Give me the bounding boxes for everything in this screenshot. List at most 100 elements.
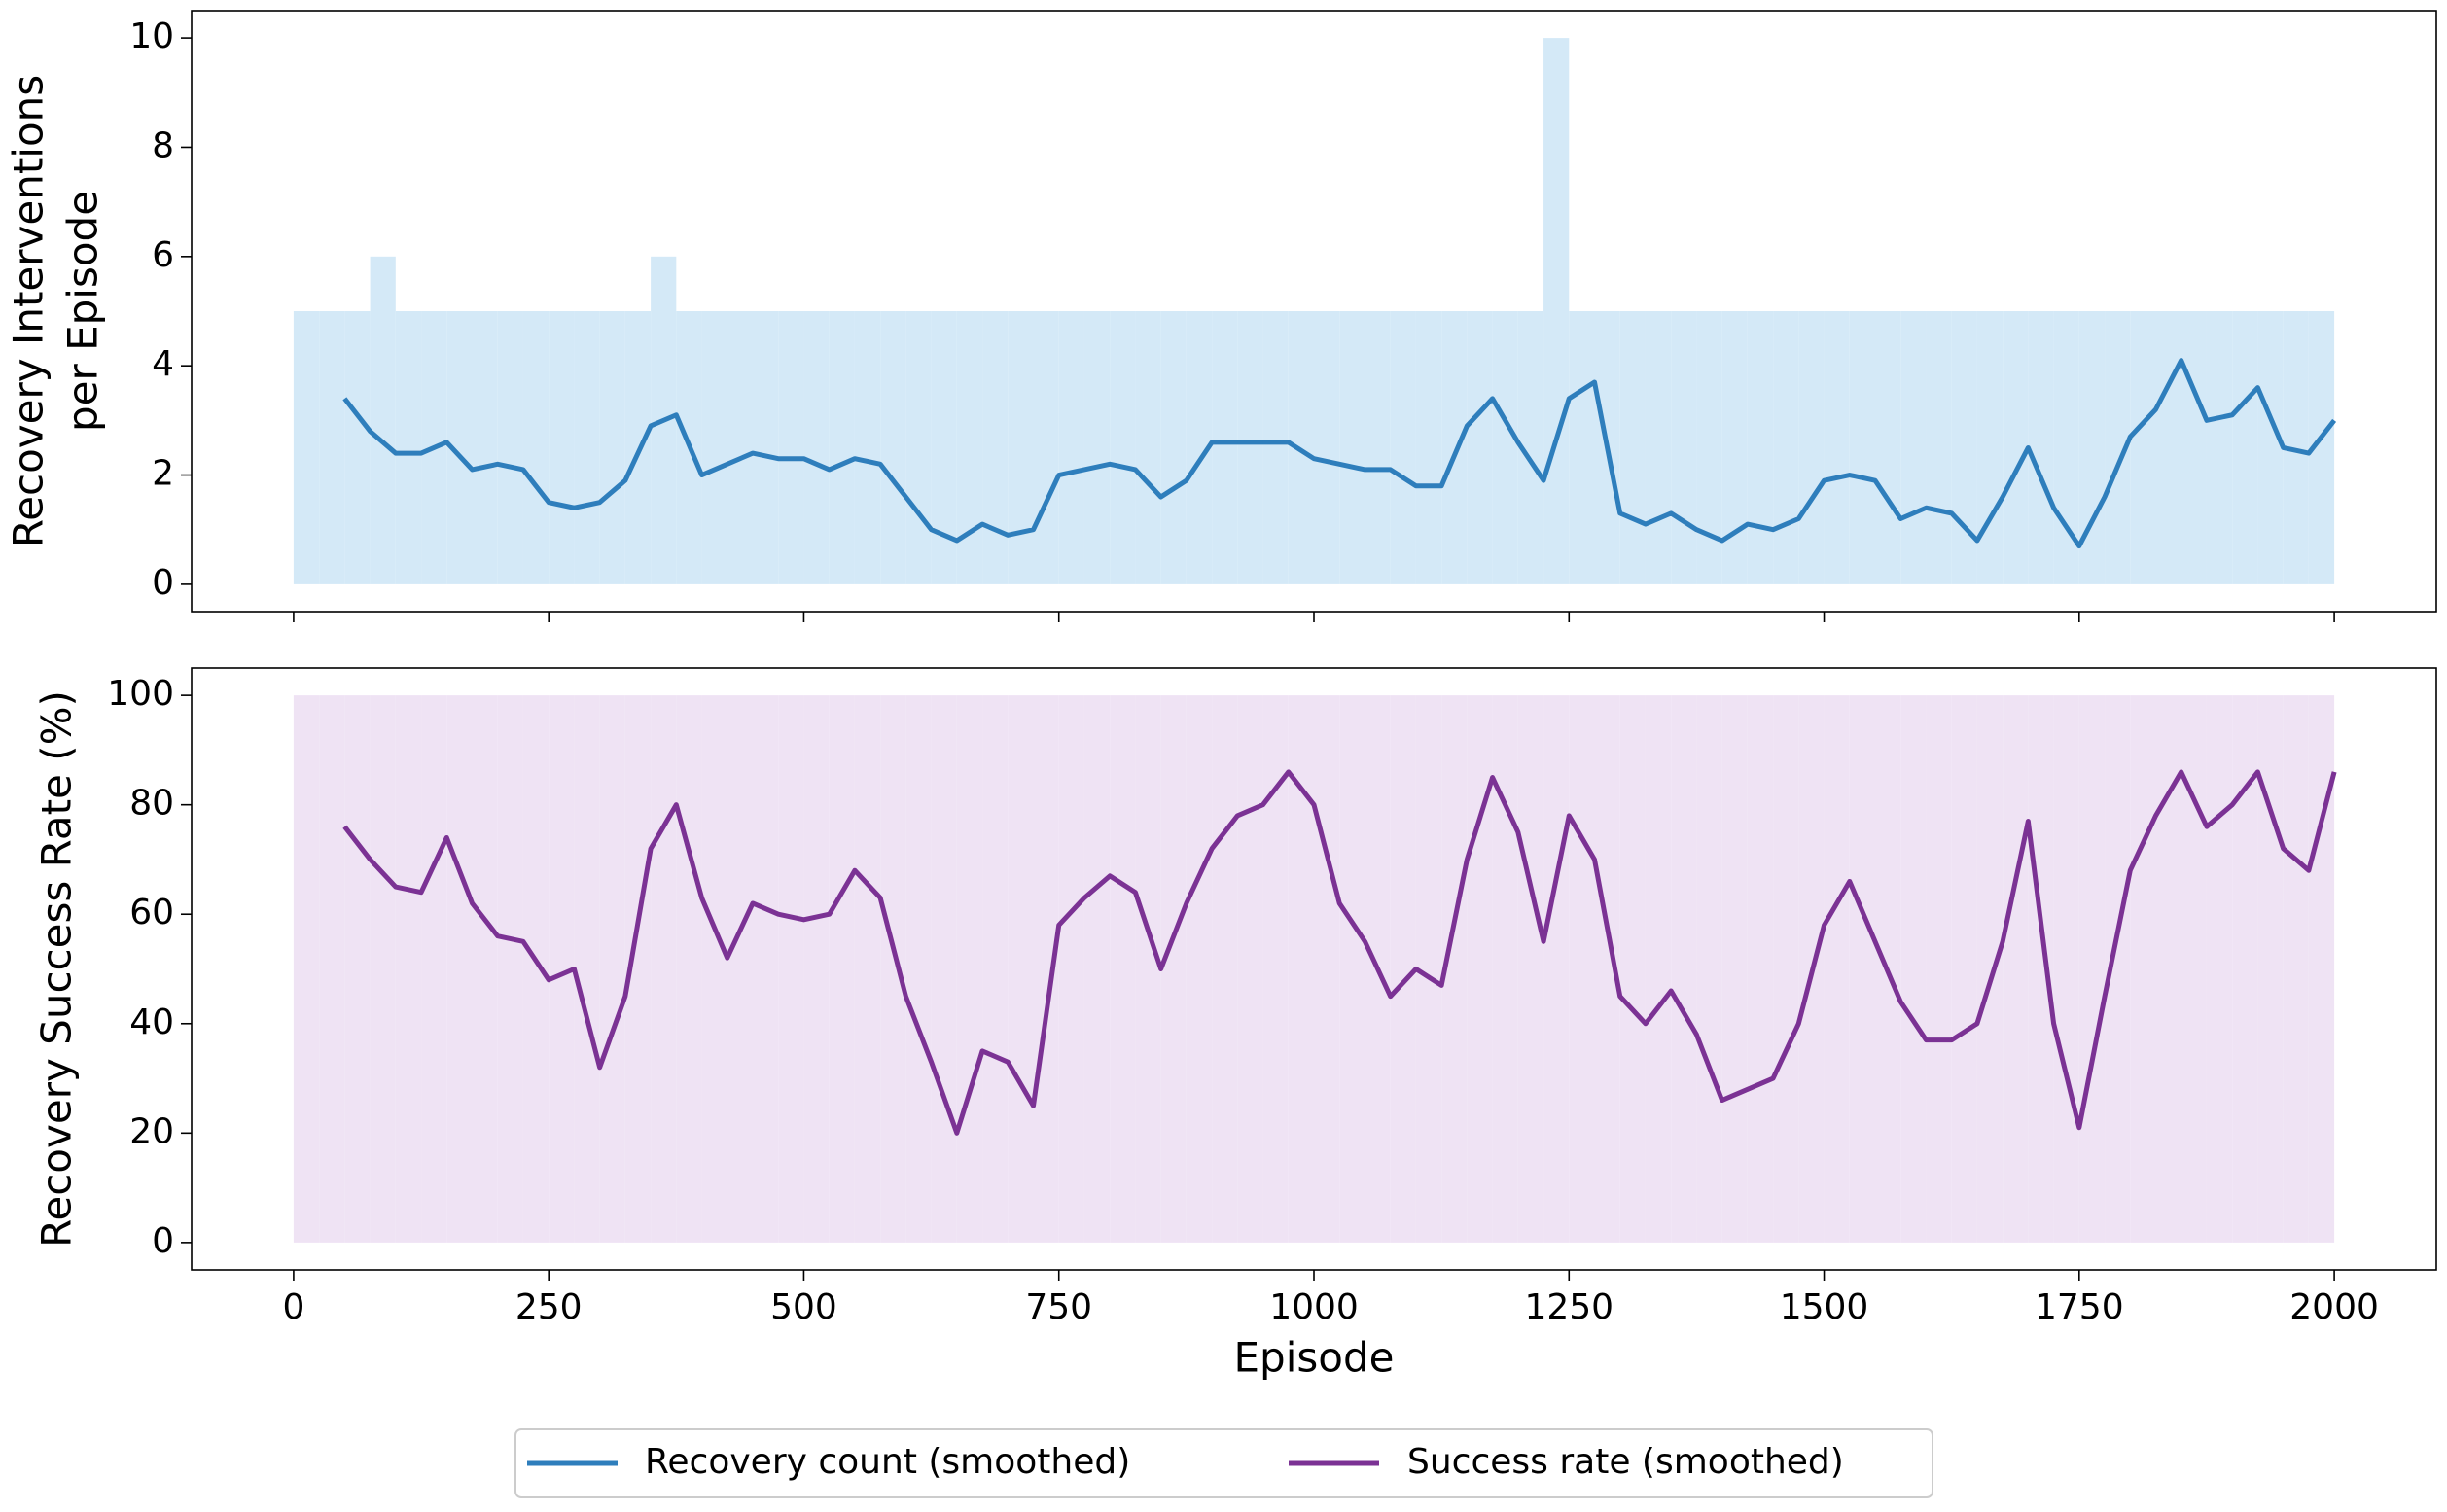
y-tick-label: 10 [129, 17, 174, 56]
raw-bar [2206, 311, 2233, 584]
raw-bar [1849, 695, 1875, 1243]
raw-bar [370, 256, 396, 584]
raw-bar [676, 695, 702, 1243]
x-tick-label: 250 [515, 1287, 583, 1327]
raw-bar [1083, 311, 1111, 584]
raw-bar [1875, 311, 1901, 584]
raw-bar [1135, 695, 1161, 1243]
raw-bar [293, 695, 320, 1243]
raw-bar [421, 695, 447, 1243]
y-tick-label: 0 [152, 563, 174, 603]
raw-bar [701, 311, 727, 584]
raw-bar [727, 311, 753, 584]
raw-bar [1212, 311, 1238, 584]
raw-bar [1951, 311, 1977, 584]
raw-bar [522, 695, 550, 1243]
raw-bar [395, 311, 422, 584]
raw-bar [1569, 311, 1595, 584]
raw-bar [982, 311, 1009, 584]
raw-bar [1798, 311, 1825, 584]
raw-bar [2003, 695, 2029, 1243]
raw-bar [497, 695, 523, 1243]
raw-bar [1467, 311, 1493, 584]
raw-bar [1543, 38, 1570, 584]
raw-bar [1773, 695, 1799, 1243]
axes-frame [191, 10, 2437, 613]
raw-bar [1390, 695, 1416, 1243]
raw-bar [472, 311, 498, 584]
y-axis-label: Recovery Success Rate (%) [33, 690, 81, 1248]
raw-bar [753, 695, 779, 1243]
raw-bar [319, 311, 345, 584]
raw-bar [395, 695, 422, 1243]
y-tick-label: 8 [152, 125, 174, 165]
raw-bar [549, 311, 575, 584]
raw-bar [497, 311, 523, 584]
y-tick-label: 40 [129, 1002, 174, 1042]
raw-bar [727, 695, 753, 1243]
raw-bar [1237, 695, 1263, 1243]
raw-bar [701, 695, 727, 1243]
raw-bar [2028, 311, 2054, 584]
raw-bar [905, 695, 932, 1243]
raw-bar [931, 695, 957, 1243]
raw-bar [293, 311, 320, 584]
y-axis-label: per Episode [59, 191, 107, 432]
raw-bar [2181, 311, 2207, 584]
y-tick-label: 20 [129, 1111, 174, 1151]
raw-bar [319, 695, 345, 1243]
raw-bar [778, 695, 804, 1243]
raw-bar [1492, 311, 1518, 584]
raw-bar [1237, 311, 1263, 584]
raw-bar [2003, 311, 2029, 584]
raw-bar [2130, 695, 2156, 1243]
raw-bar [1824, 311, 1850, 584]
raw-bar [829, 311, 855, 584]
x-tick-label: 2000 [2289, 1287, 2379, 1327]
raw-bar [956, 695, 983, 1243]
raw-bar [1849, 311, 1875, 584]
raw-bar [574, 695, 600, 1243]
raw-bar [1186, 695, 1213, 1243]
y-tick-label: 0 [152, 1221, 174, 1261]
x-tick-label: 1750 [2035, 1287, 2124, 1327]
raw-bar [1083, 695, 1111, 1243]
raw-bar [522, 311, 550, 584]
x-axis-label: Episode [1234, 1334, 1395, 1382]
raw-bar [574, 311, 600, 584]
raw-bar [1619, 311, 1646, 584]
raw-bar [1671, 695, 1697, 1243]
raw-bar [446, 695, 473, 1243]
raw-bar [1160, 695, 1187, 1243]
raw-bar [599, 695, 625, 1243]
raw-bar [1390, 311, 1416, 584]
legend-label: Recovery count (smoothed) [645, 1442, 1130, 1482]
y-tick-label: 4 [152, 344, 174, 384]
raw-bar [1696, 311, 1722, 584]
raw-bar [1110, 311, 1136, 584]
raw-bar [344, 695, 371, 1243]
raw-bar [956, 311, 983, 584]
y-tick-label: 80 [129, 784, 174, 824]
x-tick-label: 1000 [1269, 1287, 1359, 1327]
raw-bar [854, 311, 881, 584]
raw-bar [1135, 311, 1161, 584]
raw-bar [651, 695, 677, 1243]
raw-bar [1900, 695, 1927, 1243]
raw-bar [1721, 695, 1748, 1243]
raw-bar [1645, 311, 1672, 584]
raw-bar [778, 311, 804, 584]
raw-bar [2155, 311, 2181, 584]
raw-bar [1441, 311, 1468, 584]
y-tick-label: 100 [107, 674, 174, 714]
y-tick-label: 6 [152, 235, 174, 275]
raw-bar [982, 695, 1009, 1243]
raw-bar [854, 695, 881, 1243]
raw-bar [1058, 311, 1084, 584]
legend-label: Success rate (smoothed) [1407, 1442, 1844, 1482]
raw-bar [1415, 311, 1442, 584]
raw-bar [1543, 695, 1570, 1243]
raw-bar [1314, 695, 1340, 1243]
